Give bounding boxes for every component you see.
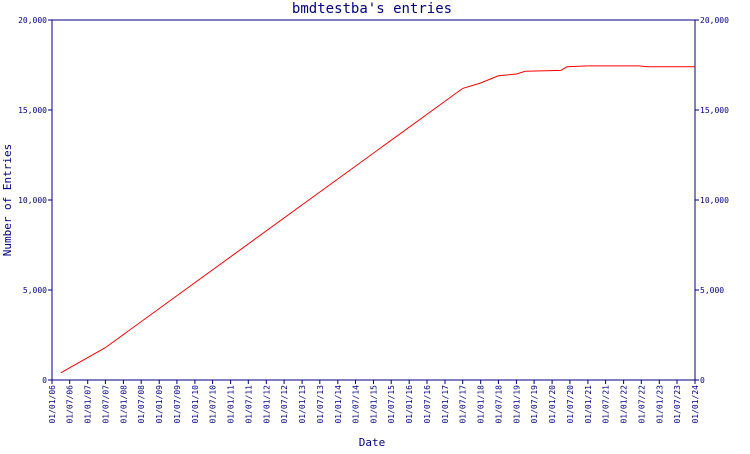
x-tick-label: 01/07/06 bbox=[66, 385, 75, 424]
x-tick-label: 01/07/17 bbox=[459, 385, 468, 424]
y-tick-label-left: 15,000 bbox=[18, 106, 47, 115]
chart-title: bmdtestba's entries bbox=[292, 1, 452, 17]
x-tick-label: 01/01/20 bbox=[548, 385, 557, 424]
x-tick-label: 01/01/14 bbox=[334, 385, 343, 424]
x-tick-label: 01/07/08 bbox=[137, 385, 146, 424]
y-tick-label-right: 10,000 bbox=[700, 196, 729, 205]
x-tick-label: 01/07/14 bbox=[352, 385, 361, 424]
y-tick-label-right: 0 bbox=[700, 376, 705, 385]
y-axis-title: Number of Entries bbox=[1, 144, 14, 257]
x-tick-label: 01/01/08 bbox=[119, 385, 128, 424]
x-tick-label: 01/01/13 bbox=[298, 385, 307, 424]
x-tick-label: 01/01/09 bbox=[155, 385, 164, 424]
x-tick-label: 01/07/13 bbox=[316, 385, 325, 424]
x-tick-label: 01/01/23 bbox=[655, 385, 664, 424]
x-tick-label: 01/01/16 bbox=[405, 385, 414, 424]
x-tick-label: 01/01/18 bbox=[477, 385, 486, 424]
x-tick-label: 01/01/12 bbox=[262, 385, 271, 424]
x-tick-label: 01/01/17 bbox=[441, 385, 450, 424]
x-axis-title: Date bbox=[359, 436, 386, 449]
x-tick-label: 01/07/22 bbox=[637, 385, 646, 424]
x-tick-label: 01/07/18 bbox=[494, 385, 503, 424]
x-tick-label: 01/07/12 bbox=[280, 385, 289, 424]
x-tick-label: 01/01/21 bbox=[584, 385, 593, 424]
x-tick-label: 01/01/19 bbox=[512, 385, 521, 424]
x-tick-label: 01/07/07 bbox=[101, 385, 110, 424]
y-tick-label-right: 5,000 bbox=[700, 286, 724, 295]
y-axis-left: 0 5,000 10,000 15,000 20,000 bbox=[18, 16, 52, 385]
y-tick-label-left: 10,000 bbox=[18, 196, 47, 205]
plot-area-frame bbox=[51, 19, 696, 381]
y-tick-label-left: 5,000 bbox=[23, 286, 47, 295]
x-tick-label: 01/07/21 bbox=[602, 385, 611, 424]
x-tick-label: 01/01/07 bbox=[84, 385, 93, 424]
x-axis: 01/01/06 01/07/06 01/01/07 01/07/07 01/01/08… bbox=[48, 380, 700, 424]
x-tick-label: 01/01/24 bbox=[691, 385, 700, 424]
x-tick-label: 01/01/11 bbox=[227, 385, 236, 424]
series-line bbox=[60, 65, 695, 374]
x-tick-label: 01/01/10 bbox=[191, 385, 200, 424]
x-tick-label: 01/07/23 bbox=[673, 385, 682, 424]
y-tick-label-right: 20,000 bbox=[700, 16, 729, 25]
x-tick-label: 01/01/15 bbox=[370, 385, 379, 424]
x-tick-label: 01/07/20 bbox=[566, 385, 575, 424]
y-axis-right: 0 5,000 10,000 15,000 20,000 bbox=[695, 16, 729, 385]
x-tick-label: 01/07/16 bbox=[423, 385, 432, 424]
y-tick-label-right: 15,000 bbox=[700, 106, 729, 115]
x-tick-label: 01/07/15 bbox=[387, 385, 396, 424]
series-layer bbox=[60, 65, 695, 374]
x-tick-label: 01/01/22 bbox=[620, 385, 629, 424]
x-tick-label: 01/07/09 bbox=[173, 385, 182, 424]
x-tick-label: 01/01/06 bbox=[48, 385, 57, 424]
x-tick-label: 01/07/11 bbox=[244, 385, 253, 424]
x-tick-label: 01/07/10 bbox=[209, 385, 218, 424]
y-tick-label-left: 0 bbox=[42, 376, 47, 385]
x-tick-label: 01/07/19 bbox=[530, 385, 539, 424]
y-tick-label-left: 20,000 bbox=[18, 16, 47, 25]
